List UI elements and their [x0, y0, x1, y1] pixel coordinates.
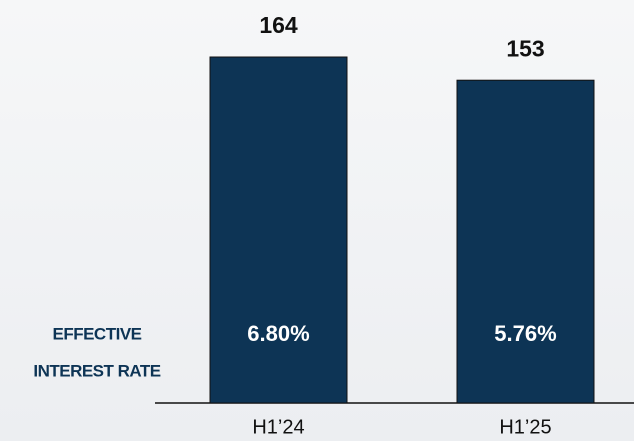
value-label: 153 — [506, 35, 544, 61]
annotation-label: EFFECTIVE — [52, 324, 141, 343]
annotation-label: INTEREST RATE — [33, 361, 160, 380]
bar — [209, 56, 348, 404]
value-label: 164 — [259, 12, 298, 38]
rate-label: 5.76% — [494, 321, 556, 346]
bar — [456, 79, 595, 404]
rate-label: 6.80% — [247, 321, 309, 346]
x-tick-label: H1’25 — [499, 416, 551, 438]
x-tick-label: H1’24 — [252, 416, 304, 438]
